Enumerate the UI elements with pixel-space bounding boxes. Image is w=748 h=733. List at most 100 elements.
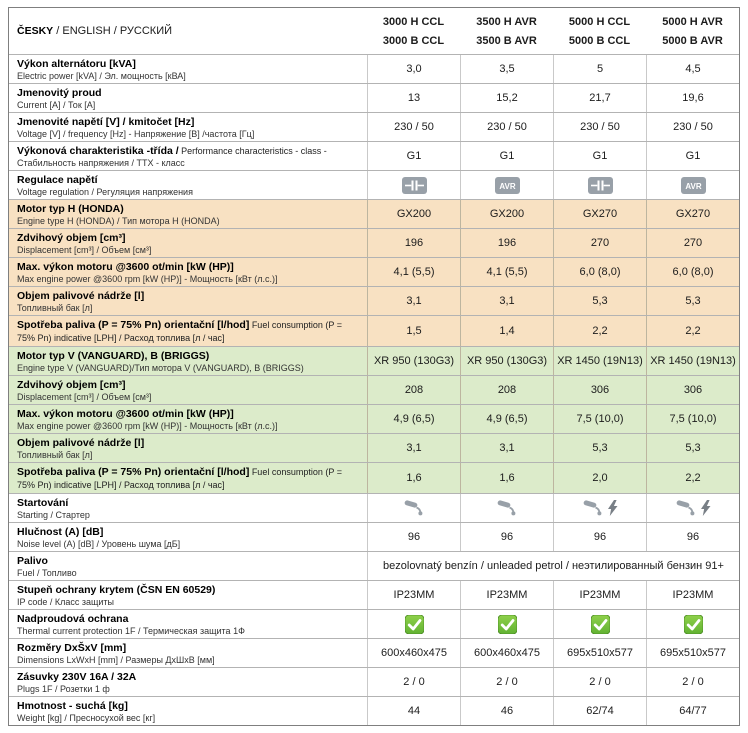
row-label: Zásuvky 230V 16A / 32A Plugs 1F / Розетки… [9,668,367,696]
pull-icon [583,500,603,516]
spec-value: 19,6 [646,84,739,112]
spec-value: 5,3 [646,287,739,315]
row-label-czech: Jmenovité napětí [V] / kmitočet [Hz] [17,116,195,128]
spec-value [646,494,739,522]
row-label-czech: Hmotnost - suchá [kg] [17,700,128,712]
spec-value: G1 [367,142,460,170]
spec-value: 6,0 (8,0) [553,258,646,286]
spec-row: Regulace napětí Voltage regulation / Регу… [9,170,739,199]
row-label: Výkonová charakteristika -třída / Perfor… [9,142,367,170]
column-header-5000avr: 5000 H AVR 5000 B AVR [646,8,739,54]
spec-value: XR 950 (130G3) [460,347,553,375]
row-label-czech: Zásuvky 230V 16A / 32A [17,671,137,683]
spec-value: 1,5 [367,316,460,346]
row-label-translation: Топливный бак [л] [17,303,93,313]
column-header-3000: 3000 H CCL 3000 B CCL [367,8,460,54]
row-label-czech: Objem palivové nádrže [l] [17,437,145,449]
spec-value: 695x510x577 [553,639,646,667]
spec-value: G1 [553,142,646,170]
spec-row: Max. výkon motoru @3600 ot/min [kW (HP)]… [9,257,739,286]
spec-value: 230 / 50 [367,113,460,141]
column-header-3500: 3500 H AVR 3500 B AVR [460,8,553,54]
row-label: Max. výkon motoru @3600 ot/min [kW (HP)]… [9,258,367,286]
check-icon [497,614,517,634]
row-label-czech: Hlučnost (A) [dB] [17,526,104,538]
spec-value: XR 1450 (19N13) [553,347,646,375]
spec-value: 600x460x475 [367,639,460,667]
svg-text:AVR: AVR [685,182,702,191]
check-icon [404,614,424,634]
spec-value: 44 [367,697,460,725]
spec-value [460,610,553,638]
check-icon [590,614,610,634]
row-label-czech: Spotřeba paliva (P = 75% Pn) orientační … [17,319,250,331]
spec-value [553,610,646,638]
language-title-bold: ČESKY [17,24,54,37]
row-label-czech: Výkon alternátoru [kVA] [17,58,136,70]
spec-value: 2,0 [553,463,646,493]
spec-value: IP23MM [367,581,460,609]
spec-value: 208 [367,376,460,404]
row-label: Palivo Fuel / Топливо [9,552,367,580]
row-label: Jmenovitý proud Current [A] / Ток [A] [9,84,367,112]
spec-value: 4,1 (5,5) [367,258,460,286]
spec-value: 2,2 [646,316,739,346]
avr-icon: AVR [494,176,520,194]
row-label: Spotřeba paliva (P = 75% Pn) orientační … [9,316,367,346]
spec-value: 1,6 [367,463,460,493]
table-body: Výkon alternátoru [kVA] Electric power [k… [9,54,739,725]
avr-icon: AVR [680,176,706,194]
row-label-translation: Топливный бак [л] [17,450,93,460]
spec-value: 2,2 [553,316,646,346]
spec-row: Objem palivové nádrže [l] Топливный бак [… [9,286,739,315]
row-label: Motor typ V (VANGUARD), B (BRIGGS) Engine… [9,347,367,375]
spec-value: 96 [553,523,646,551]
column-header-5000ccl: 5000 H CCL 5000 B CCL [553,8,646,54]
row-label: Výkon alternátoru [kVA] Electric power [k… [9,55,367,83]
spec-value: 3,5 [460,55,553,83]
spec-value [367,171,460,199]
spec-row: Jmenovité napětí [V] / kmitočet [Hz] Volt… [9,112,739,141]
spec-value: 1,6 [460,463,553,493]
row-label-translation: Noise level (A) [dB] / Уровень шума [дБ] [17,539,181,549]
spec-value [646,610,739,638]
row-label: Objem palivové nádrže [l] Топливный бак [… [9,287,367,315]
spec-value [460,494,553,522]
spec-value: GX270 [553,200,646,228]
row-label-czech: Stupeň ochrany krytem (ČSN EN 60529) [17,584,216,596]
model-name: 3500 B AVR [476,34,537,47]
spec-row: Nadproudová ochrana Thermal current prote… [9,609,739,638]
spec-value: 5,3 [553,287,646,315]
row-label-translation: Weight [kg] / Пресносухой вес [кг] [17,713,156,723]
spec-value: 1,4 [460,316,553,346]
spec-row: Palivo Fuel / Топливо bezolovnatý benzín /… [9,551,739,580]
spec-row: Zdvihový objem [cm³] Displacement [cm³] /… [9,375,739,404]
row-label: Regulace napětí Voltage regulation / Регу… [9,171,367,199]
row-label-translation: Electric power [kVA] / Эл. мощность [кВА… [17,71,186,81]
spec-row: Spotřeba paliva (P = 75% Pn) orientační … [9,462,739,493]
spec-value: 2,2 [646,463,739,493]
row-label: Hlučnost (A) [dB] Noise level (A) [dB] / … [9,523,367,551]
spec-value: G1 [460,142,553,170]
spec-value: 270 [646,229,739,257]
spec-value: 15,2 [460,84,553,112]
row-label-czech: Zdvihový objem [cm³] [17,232,126,244]
row-label: Hmotnost - suchá [kg] Weight [kg] / Пресн… [9,697,367,725]
row-label: Rozměry DxŠxV [mm] Dimensions LxWxH [mm] … [9,639,367,667]
spec-value: 306 [646,376,739,404]
language-title-rest: / ENGLISH / РУССКИЙ [53,24,173,37]
row-label-translation: Max engine power @3600 rpm [kW (HP)] - М… [17,421,278,431]
spec-value: 96 [646,523,739,551]
row-label: Objem palivové nádrže [l] Топливный бак [… [9,434,367,462]
spec-value [367,494,460,522]
spec-value: 6,0 (8,0) [646,258,739,286]
spec-value [367,610,460,638]
spec-value: 4,9 (6,5) [367,405,460,433]
spec-value: GX200 [460,200,553,228]
row-label-czech: Objem palivové nádrže [l] [17,290,145,302]
spec-row: Zdvihový objem [cm³] Displacement [cm³] /… [9,228,739,257]
row-label-czech: Výkonová charakteristika -třída / [17,145,179,157]
row-label-translation: Plugs 1F / Розетки 1 ф [17,684,110,694]
pull-icon [497,500,517,516]
row-label-translation: Starting / Стартер [17,510,90,520]
